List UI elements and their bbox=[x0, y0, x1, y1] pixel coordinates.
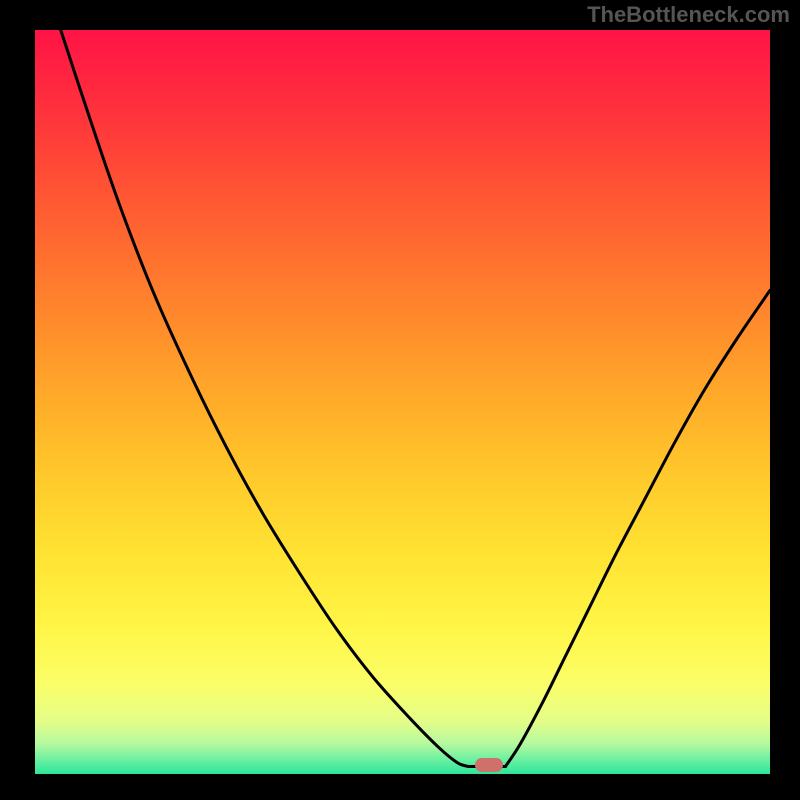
optimum-marker bbox=[475, 758, 503, 772]
chart-container: TheBottleneck.com bbox=[0, 0, 800, 800]
attribution-text: TheBottleneck.com bbox=[587, 2, 790, 28]
plot-area bbox=[35, 30, 770, 774]
bottleneck-curve bbox=[35, 30, 770, 774]
